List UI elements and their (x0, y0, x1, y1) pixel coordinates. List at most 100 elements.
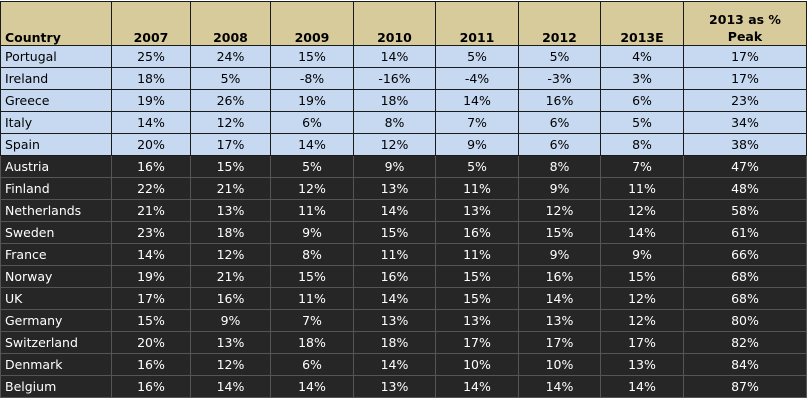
table-row: Belgium 16% 14% 14% 13% 14% 14% 14% 87% (0, 375, 807, 398)
value-cell: 18% (270, 331, 354, 354)
value-cell: 9% (518, 243, 601, 266)
value-cell: 18% (353, 331, 436, 354)
value-cell: 14% (111, 243, 191, 266)
country-cell: Ireland (0, 67, 112, 90)
country-cell: Switzerland (0, 331, 112, 354)
value-cell: 16% (518, 265, 601, 288)
header-cell: 2007 (111, 1, 191, 46)
value-cell: 9% (353, 155, 436, 178)
value-cell: 6% (270, 353, 354, 376)
value-cell: 14% (518, 287, 601, 310)
value-cell: 12% (270, 177, 354, 200)
value-cell: 8% (518, 155, 601, 178)
header-text: 2013 as % Peak (709, 12, 781, 44)
value-cell: 13% (435, 199, 519, 222)
header-cell: 2009 (270, 1, 354, 46)
header-cell: 2013 as % Peak (683, 1, 807, 46)
table-row: Portugal 25% 24% 15% 14% 5% 5% 4% 17% (0, 45, 807, 68)
table-row: Spain 20% 17% 14% 12% 9% 6% 8% 38% (0, 133, 807, 156)
value-cell: 6% (518, 133, 601, 156)
country-cell: Italy (0, 111, 112, 134)
value-cell: 23% (111, 221, 191, 244)
country-cell: Spain (0, 133, 112, 156)
value-cell: 17% (518, 331, 601, 354)
value-cell: 9% (190, 309, 271, 332)
value-cell: 82% (683, 331, 807, 354)
value-cell: 23% (683, 89, 807, 112)
value-cell: 5% (435, 155, 519, 178)
value-cell: 16% (353, 265, 436, 288)
country-cell: Greece (0, 89, 112, 112)
value-cell: 17% (683, 67, 807, 90)
value-cell: 17% (111, 287, 191, 310)
header-text: 2010 (377, 30, 412, 45)
country-cell: UK (0, 287, 112, 310)
value-cell: 15% (435, 287, 519, 310)
value-cell: 21% (190, 177, 271, 200)
value-cell: 8% (353, 111, 436, 134)
country-cell: France (0, 243, 112, 266)
country-cell: Norway (0, 265, 112, 288)
country-cell: Austria (0, 155, 112, 178)
header-text: 2013E (620, 30, 664, 45)
value-cell: 13% (518, 309, 601, 332)
header-cell: 2010 (353, 1, 436, 46)
value-cell: 10% (518, 353, 601, 376)
value-cell: 17% (190, 133, 271, 156)
table-row: Greece 19% 26% 19% 18% 14% 16% 6% 23% (0, 89, 807, 112)
value-cell: 87% (683, 375, 807, 398)
value-cell: 48% (683, 177, 807, 200)
value-cell: 13% (353, 177, 436, 200)
header-text: 2008 (213, 30, 248, 45)
country-cell: Portugal (0, 45, 112, 68)
value-cell: 12% (190, 243, 271, 266)
value-cell: 3% (600, 67, 684, 90)
value-cell: 14% (435, 375, 519, 398)
value-cell: 13% (600, 353, 684, 376)
value-cell: 14% (190, 375, 271, 398)
value-cell: 16% (111, 375, 191, 398)
value-cell: 17% (435, 331, 519, 354)
table-row: France 14% 12% 8% 11% 11% 9% 9% 66% (0, 243, 807, 266)
header-row: Country 2007 2008 2009 2010 2011 2012 2013E 2013… (0, 1, 807, 46)
header-text: 2012 (542, 30, 577, 45)
value-cell: 47% (683, 155, 807, 178)
value-cell: 9% (600, 243, 684, 266)
value-cell: -4% (435, 67, 519, 90)
value-cell: 16% (435, 221, 519, 244)
header-text: 2009 (294, 30, 330, 45)
value-cell: 18% (111, 67, 191, 90)
value-cell: 15% (270, 45, 354, 68)
table-row: Finland 22% 21% 12% 13% 11% 9% 11% 48% (0, 177, 807, 200)
value-cell: 13% (435, 309, 519, 332)
country-cell: Sweden (0, 221, 112, 244)
value-cell: 18% (353, 89, 436, 112)
table-row: Ireland 18% 5% -8% -16% -4% -3% 3% 17% (0, 67, 807, 90)
header-cell: 2011 (435, 1, 519, 46)
value-cell: 25% (111, 45, 191, 68)
value-cell: 5% (270, 155, 354, 178)
value-cell: 16% (111, 155, 191, 178)
value-cell: 16% (190, 287, 271, 310)
value-cell: 5% (190, 67, 271, 90)
value-cell: 15% (600, 265, 684, 288)
value-cell: 12% (600, 309, 684, 332)
value-cell: 14% (353, 353, 436, 376)
value-cell: 14% (353, 287, 436, 310)
header-cell: 2013E (600, 1, 684, 46)
value-cell: 17% (683, 45, 807, 68)
value-cell: 8% (600, 133, 684, 156)
value-cell: 19% (111, 89, 191, 112)
value-cell: 7% (435, 111, 519, 134)
value-cell: 12% (518, 199, 601, 222)
value-cell: 15% (435, 265, 519, 288)
value-cell: 10% (435, 353, 519, 376)
value-cell: 11% (600, 177, 684, 200)
value-cell: 21% (111, 199, 191, 222)
header-cell: Country (0, 1, 112, 46)
value-cell: 6% (270, 111, 354, 134)
header-cell: 2012 (518, 1, 601, 46)
value-cell: 22% (111, 177, 191, 200)
value-cell: 9% (435, 133, 519, 156)
